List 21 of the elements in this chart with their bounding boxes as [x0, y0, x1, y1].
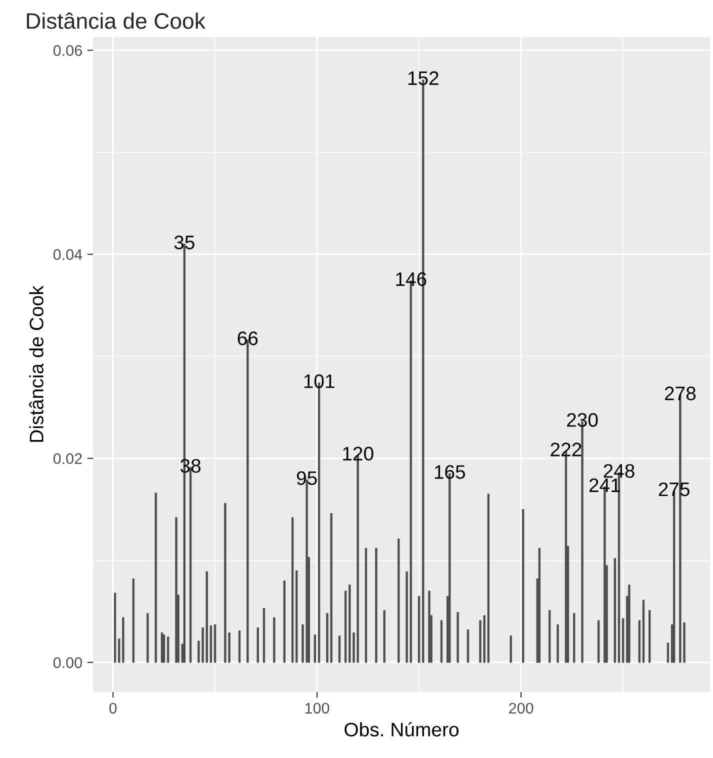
y-tick-label: 0.04 [53, 249, 82, 260]
y-axis-title: Distância de Cook [29, 286, 44, 442]
y-tick-label: 0.06 [53, 45, 82, 56]
annotation: 35 [174, 236, 194, 250]
annotation: 152 [408, 71, 438, 86]
annotation: 230 [567, 413, 598, 427]
annotation: 165 [434, 465, 466, 479]
annotation: 95 [296, 471, 317, 486]
y-tick-label: 0.02 [53, 453, 82, 464]
annotation: 278 [664, 386, 696, 400]
x-tick-label: 200 [509, 702, 534, 714]
annotation: 222 [550, 442, 582, 456]
annotation: 248 [604, 464, 634, 478]
x-tick-label: 100 [305, 702, 330, 714]
annotation: 101 [304, 374, 334, 388]
annotation: 66 [238, 331, 258, 346]
y-tick-label: 0.00 [53, 657, 82, 668]
chart-title: Distância de Cook [26, 12, 206, 29]
x-tick-label: 0 [109, 702, 117, 714]
x-axis-title: Obs. Número [344, 722, 458, 736]
annotation: 120 [343, 446, 374, 461]
